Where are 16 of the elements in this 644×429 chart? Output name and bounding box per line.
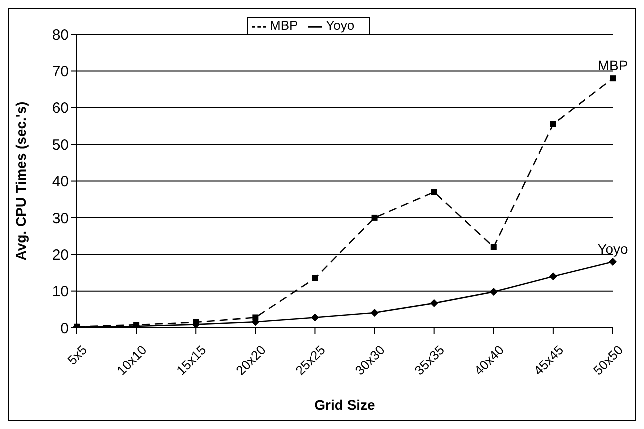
legend-label: MBP xyxy=(270,18,298,33)
legend-label: Yoyo xyxy=(326,18,355,33)
y-tick-label: 40 xyxy=(52,174,69,191)
y-tick-label: 60 xyxy=(52,100,69,118)
y-tick-label: 70 xyxy=(52,64,69,81)
annotation: Yoyo xyxy=(598,240,629,257)
y-axis-title: Avg. CPU Times (sec.'s) xyxy=(12,102,29,261)
y-tick-label: 80 xyxy=(52,26,69,44)
x-tick-label: 5x5 xyxy=(64,342,90,368)
y-tick-label: 0 xyxy=(60,320,69,338)
y-tick-label: 10 xyxy=(52,284,69,301)
y-tick-label: 20 xyxy=(52,246,69,264)
y-tick-label: 50 xyxy=(52,136,69,154)
x-axis-title: Grid Size xyxy=(314,397,376,413)
y-tick-label: 30 xyxy=(52,210,69,228)
annotation: MBP xyxy=(598,58,628,74)
